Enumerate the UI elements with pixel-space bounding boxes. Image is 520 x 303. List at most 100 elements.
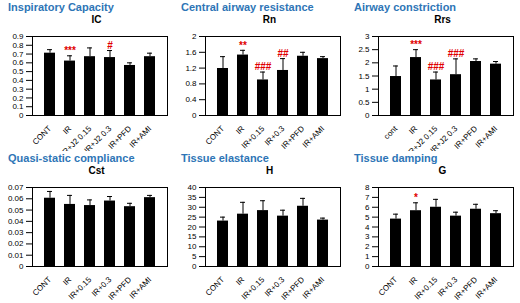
svg-text:0.6: 0.6 [12,58,24,67]
svg-text:2: 2 [365,58,370,67]
svg-text:CONT: CONT [204,124,226,146]
svg-text:0.4: 0.4 [185,95,197,104]
svg-text:4: 4 [365,223,370,232]
svg-text:IR+PFD: IR+PFD [107,275,134,302]
svg-text:0.3: 0.3 [12,85,24,94]
svg-text:IR+0.3: IR+0.3 [263,124,287,148]
svg-text:25: 25 [188,213,197,222]
svg-text:0.1: 0.1 [12,102,24,111]
svg-text:IR: IR [234,124,246,136]
html-text:Rrs: Rrs [434,14,451,25]
svg-text:8: 8 [365,183,370,192]
svg-text:0.7: 0.7 [12,50,24,59]
svg-text:1: 1 [365,85,370,94]
svg-text:2: 2 [365,242,370,251]
html-text:Rn: Rn [262,14,277,25]
html-text:Central airway resistance: Central airway resistance [181,1,314,13]
svg-text:*: * [414,192,418,203]
svg-text:0.02: 0.02 [8,239,24,248]
svg-text:0.03: 0.03 [8,228,24,237]
svg-text:0.05: 0.05 [8,206,24,215]
svg-text:1: 1 [365,252,370,261]
svg-text:IR+AMI: IR+AMI [128,124,153,149]
svg-text:IR: IR [61,275,73,287]
svg-text:40: 40 [188,183,197,192]
svg-text:0: 0 [365,111,370,120]
html-text:IC: IC [91,14,102,25]
svg-text:0: 0 [192,111,197,120]
svg-text:0.5: 0.5 [12,67,24,76]
svg-text:20: 20 [188,223,197,232]
svg-text:IR+AMI: IR+AMI [474,124,499,149]
svg-text:IR+0.3: IR+0.3 [436,275,460,299]
svg-text:2: 2 [192,32,197,41]
svg-text:##: ## [277,48,289,59]
svg-text:0.8: 0.8 [185,79,197,88]
svg-text:2.5: 2.5 [358,45,370,54]
html-text:Airway constriction: Airway constriction [354,1,457,13]
svg-text:15: 15 [188,232,197,241]
html-text:Inspiratory Capacity: Inspiratory Capacity [8,1,114,13]
svg-text:IR+0.3: IR+0.3 [263,275,287,299]
svg-text:IR+PFD: IR+PFD [280,124,307,151]
svg-text:5: 5 [365,213,370,222]
html-text:Tissue damping: Tissue damping [354,152,438,164]
svg-text:CONT: CONT [377,275,399,297]
svg-text:cont: cont [382,124,400,142]
svg-text:0.8: 0.8 [12,41,24,50]
svg-text:IR: IR [407,275,419,287]
svg-text:IR+AMI: IR+AMI [474,275,499,300]
svg-text:IR+AMI: IR+AMI [128,275,153,300]
html-text:Tissue elastance: Tissue elastance [181,152,269,164]
svg-text:IR+0.15: IR+0.15 [240,124,267,151]
svg-text:0: 0 [365,262,370,271]
svg-text:1.5: 1.5 [358,72,370,81]
svg-text:IR+PFD: IR+PFD [107,124,134,151]
svg-text:0.5: 0.5 [358,98,370,107]
svg-text:CONT: CONT [31,275,53,297]
svg-text:#: # [107,40,113,51]
svg-text:0.9: 0.9 [12,32,24,41]
svg-text:30: 30 [188,203,197,212]
svg-text:IR+PFD: IR+PFD [453,124,480,151]
svg-text:0: 0 [19,111,24,120]
svg-text:IR: IR [234,275,246,287]
svg-text:0.2: 0.2 [12,94,24,103]
svg-text:***: *** [64,45,76,56]
svg-text:IR+AMI: IR+AMI [301,275,326,300]
svg-text:3: 3 [365,232,370,241]
svg-text:1.2: 1.2 [185,64,197,73]
svg-text:1.6: 1.6 [185,48,197,57]
svg-text:7: 7 [365,193,370,202]
svg-text:CONT: CONT [31,124,53,146]
svg-text:IR+AMI: IR+AMI [301,124,326,149]
svg-text:5: 5 [192,252,197,261]
svg-text:IR+0.15: IR+0.15 [413,275,440,302]
svg-text:0: 0 [192,262,197,271]
svg-text:0: 0 [19,262,24,271]
svg-text:0.06: 0.06 [8,194,24,203]
svg-text:###: ### [255,61,272,72]
svg-text:0.07: 0.07 [8,183,24,192]
html-text:Quasi-static compliance: Quasi-static compliance [8,152,135,164]
svg-text:IR: IR [61,124,73,136]
svg-text:***: *** [410,39,422,50]
svg-text:IR+0.15: IR+0.15 [67,275,94,302]
svg-text:0.4: 0.4 [12,76,24,85]
svg-text:IR+PFD: IR+PFD [280,275,307,302]
svg-text:**: ** [239,40,247,51]
svg-text:###: ### [428,61,445,72]
svg-text:3: 3 [365,32,370,41]
svg-text:###: ### [448,48,465,59]
svg-text:IR+0.15: IR+0.15 [240,275,267,302]
svg-text:IR+0.3: IR+0.3 [90,275,114,299]
svg-text:10: 10 [188,242,197,251]
svg-text:6: 6 [365,203,370,212]
svg-text:35: 35 [188,193,197,202]
svg-text:CONT: CONT [204,275,226,297]
svg-text:0.01: 0.01 [8,251,24,260]
svg-text:IR+PFD: IR+PFD [453,275,480,302]
svg-text:0.04: 0.04 [8,217,24,226]
svg-text:IR: IR [407,124,419,136]
html-text:Cst: Cst [88,165,105,176]
